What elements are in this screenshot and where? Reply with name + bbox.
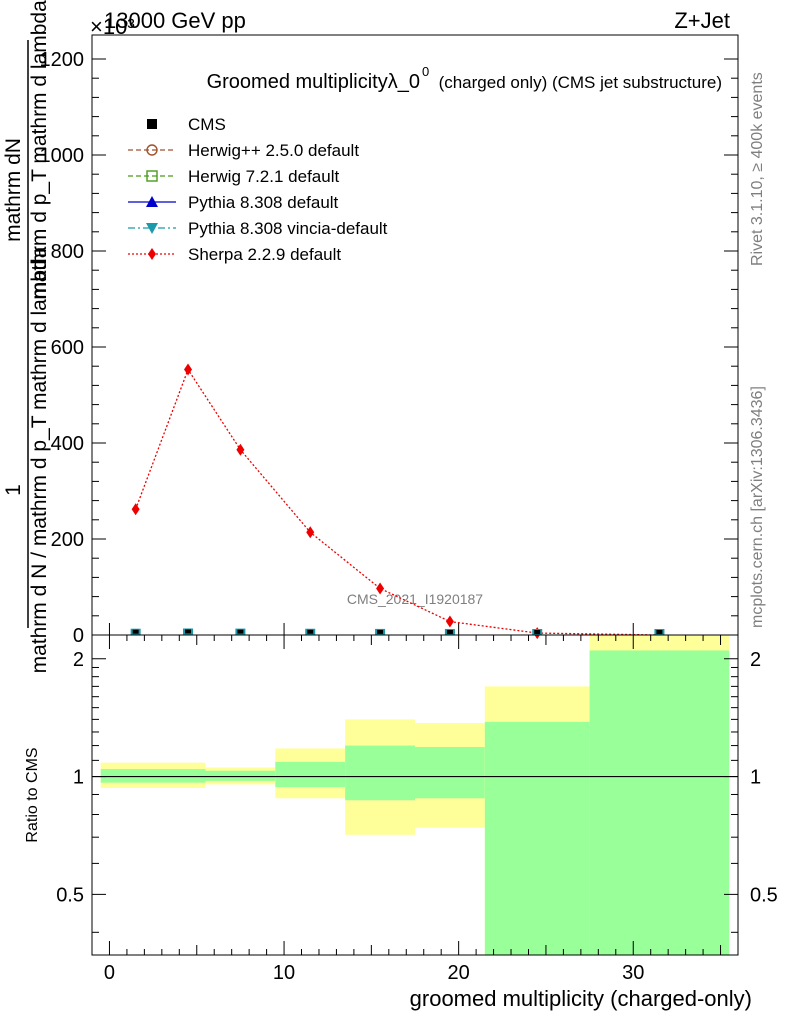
cms-point — [446, 629, 453, 634]
legend-marker — [147, 119, 157, 129]
ratio-band-green — [345, 745, 415, 801]
cms-point — [377, 629, 384, 634]
ratio-band-green — [589, 650, 730, 955]
ratio-band-green — [484, 721, 590, 955]
legend-label: Pythia 8.308 vincia-default — [188, 219, 388, 238]
ratio-panel: 0.5 0.51 12 20 10 20 30 Ratio to CMS groomed m… — [24, 634, 778, 1011]
legend-entry: Pythia 8.308 vincia-default — [128, 219, 388, 238]
cms-point — [307, 629, 314, 634]
sherpa-point — [236, 443, 245, 456]
legend-marker — [146, 196, 158, 207]
watermark: CMS_2021_I1920187 — [347, 591, 483, 607]
header-left: 13000 GeV pp — [104, 8, 246, 33]
ratio-y-tick-label-right: 0.5 — [750, 884, 778, 906]
cms-point — [132, 629, 139, 634]
ylabel-denominator: mathrm d N / mathrm d p_T mathrm d lambd… — [28, 246, 51, 673]
ratio-band-green — [415, 747, 485, 799]
main-data — [130, 363, 665, 641]
x-tick-label: 0 — [104, 962, 115, 984]
ratio-y-tick-label: 1 — [73, 767, 84, 789]
y-tick-label: 1200 — [40, 49, 85, 71]
sherpa-point — [131, 503, 140, 516]
ylabel-one: 1 — [2, 484, 25, 496]
ratio-band-green — [205, 770, 276, 781]
y-tick-label: 200 — [51, 529, 84, 551]
main-y-label: mathrm dN 1 mathrm d p_T mathrm d lambda… — [2, 0, 51, 673]
ylabel-denominator-top: mathrm d p_T mathrm d lambda — [28, 0, 51, 300]
x-tick-label: 10 — [273, 962, 295, 984]
sherpa-point — [306, 526, 315, 539]
legend-label: Pythia 8.308 default — [188, 193, 339, 212]
cms-point — [237, 629, 244, 634]
mcplots-label: mcplots.cern.ch [arXiv:1306.3436] — [749, 386, 766, 628]
ratio-frame — [91, 634, 739, 956]
ratio-y-tick-label: 2 — [73, 649, 84, 671]
ratio-bands — [100, 635, 730, 955]
sherpa-point — [184, 363, 193, 376]
legend-label: CMS — [188, 115, 226, 134]
legend-label: Herwig++ 2.5.0 default — [188, 141, 359, 160]
legend-entry: Sherpa 2.2.9 default — [128, 245, 341, 264]
x-tick-label: 30 — [622, 962, 644, 984]
y-tick-label: 0 — [73, 625, 84, 647]
legend-marker — [146, 223, 158, 234]
legend: CMS Herwig++ 2.5.0 default Herwig 7.2.1 de… — [128, 115, 388, 264]
y-tick-label: 400 — [51, 433, 84, 455]
ratio-band-green — [275, 761, 346, 788]
x-axis-label: groomed multiplicity (charged-only) — [410, 986, 752, 1011]
y-tick-label: 600 — [51, 337, 84, 359]
cms-point — [185, 629, 192, 634]
legend-entry: Pythia 8.308 default — [128, 193, 339, 212]
legend-entry: CMS — [147, 115, 226, 134]
ratio-y-tick-label-right: 2 — [750, 649, 761, 671]
legend-label: Sherpa 2.2.9 default — [188, 245, 341, 264]
main-title-suffix: (charged only) (CMS jet substructure) — [439, 73, 722, 92]
ylabel-numerator: mathrm dN — [2, 138, 25, 242]
sherpa-point — [376, 582, 385, 595]
legend-marker — [146, 144, 158, 156]
cms-point — [534, 629, 541, 634]
ratio-y-label: Ratio to CMS — [24, 747, 41, 842]
y-tick-label: 1000 — [40, 145, 85, 167]
rivet-label: Rivet 3.1.10, ≥ 400k events — [749, 72, 766, 266]
sherpa-point — [445, 615, 454, 628]
ratio-band-green — [100, 769, 206, 783]
main-y-axis: 0 200 400 600 800 1000 1200 — [40, 49, 738, 647]
ratio-y-tick-label: 0.5 — [56, 884, 84, 906]
main-title: Groomed multiplicityλ_0 — [207, 71, 420, 93]
legend-entry: Herwig++ 2.5.0 default — [128, 141, 359, 160]
legend-entry: Herwig 7.2.1 default — [128, 167, 339, 186]
legend-marker — [146, 170, 158, 182]
y-tick-label: 800 — [51, 241, 84, 263]
sherpa-line — [135, 368, 660, 636]
main-title-superscript: 0 — [422, 64, 429, 79]
ratio-axes: 0.5 0.51 12 20 10 20 30 — [56, 635, 778, 984]
ratio-y-tick-label-right: 1 — [750, 767, 761, 789]
x-tick-label: 20 — [448, 962, 470, 984]
cms-point — [656, 630, 663, 634]
legend-label: Herwig 7.2.1 default — [188, 167, 339, 186]
header-right: Z+Jet — [674, 8, 730, 33]
main-panel: 0 200 400 600 800 1000 1200 Groomed multiplici… — [40, 34, 739, 647]
legend-marker — [148, 248, 156, 260]
